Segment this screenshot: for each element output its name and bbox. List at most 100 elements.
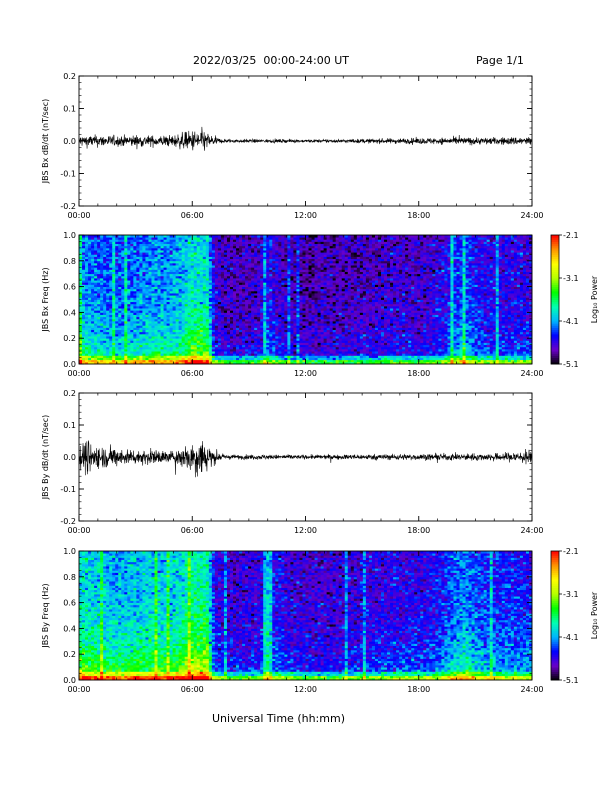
spectrogram-cell [181, 297, 186, 300]
spectrogram-cell [199, 280, 204, 283]
spectrogram-cell [91, 312, 95, 315]
spectrogram-cell [142, 243, 146, 247]
spectrogram-cell [160, 275, 164, 279]
spectrogram-cell [91, 348, 95, 352]
spectrogram-cell [103, 235, 107, 238]
spectrogram-cell [211, 342, 216, 346]
spectrogram-cell [193, 258, 198, 262]
spectrogram-cell [94, 262, 98, 266]
page-indicator: Page 1/1 [476, 54, 524, 67]
spectrogram-cell [148, 346, 152, 350]
spectrogram-cell [115, 280, 119, 283]
spectrogram-cell [118, 256, 122, 260]
spectrogram-cell [157, 256, 161, 260]
spectrogram-cell [181, 348, 186, 352]
spectrogram-cell [133, 299, 137, 303]
spectrogram-cell [130, 250, 134, 253]
spectrogram-cell [190, 310, 195, 313]
spectrogram-cell [115, 258, 119, 262]
spectrogram-cell [166, 269, 170, 272]
spectrogram-cell [85, 241, 89, 244]
spectrogram-cell [184, 241, 189, 244]
spectrogram-cell [178, 237, 183, 240]
spectrogram-cell [112, 340, 116, 343]
spectrogram-cell [205, 308, 210, 311]
spectrogram-cell [145, 321, 149, 324]
spectrogram-cell [202, 308, 207, 311]
spectrogram-cell [94, 265, 98, 268]
spectrogram-cell [115, 353, 119, 356]
spectrogram-cell [103, 303, 107, 307]
spectrogram-cell [121, 252, 125, 255]
spectrogram-cell [193, 351, 198, 354]
spectrogram-cell [121, 288, 125, 292]
spectrogram-cell [160, 351, 164, 354]
spectrogram-cell [124, 316, 128, 320]
spectrogram-cell [187, 353, 192, 356]
spectrogram-cell [187, 252, 192, 255]
spectrogram-cell [139, 271, 143, 275]
spectrogram-cell [115, 342, 119, 346]
spectrogram-cell [94, 348, 98, 352]
spectrogram-cell [130, 280, 134, 283]
spectrogram-cell [214, 329, 219, 333]
spectrogram-cell [109, 275, 113, 279]
spectrogram-cell [127, 275, 131, 279]
spectrogram-cell [136, 280, 140, 283]
spectrogram-cell [136, 237, 140, 240]
spectrogram-cell [181, 361, 186, 365]
spectrogram-cell [160, 359, 164, 363]
spectrogram-cell [211, 275, 216, 279]
spectrogram-cell [115, 355, 119, 358]
spectrogram-cell [193, 297, 198, 300]
spectrogram-cell [121, 348, 125, 352]
spectrogram-cell [181, 303, 186, 307]
spectrogram-cell [85, 273, 89, 277]
spectrogram-cell [175, 282, 180, 285]
spectrogram-cell [214, 301, 219, 305]
spectrogram-cell [112, 247, 116, 251]
spectrogram-cell [151, 286, 155, 290]
spectrogram-cell [151, 241, 155, 244]
spectrogram-cell [208, 247, 213, 251]
spectrogram-cell [88, 250, 92, 253]
spectrogram-cell [217, 280, 222, 283]
spectrogram-cell [139, 342, 143, 346]
spectrogram-cell [130, 346, 134, 350]
spectrogram-cell [151, 250, 155, 253]
spectrogram-cell [130, 290, 134, 294]
spectrogram-cell [151, 293, 155, 296]
spectrogram-cell [163, 293, 167, 296]
spectrogram-cell [118, 340, 122, 343]
spectrogram-cell [118, 346, 122, 350]
spectrogram-cell [88, 243, 92, 247]
spectrogram-cell [148, 325, 152, 328]
spectrogram-cell [118, 318, 122, 322]
spectrogram-cell [166, 297, 170, 300]
spectrogram-cell [151, 333, 155, 337]
spectrogram-cell [151, 310, 155, 313]
spectrogram-cell [157, 327, 161, 330]
spectrogram-cell [112, 327, 116, 330]
spectrogram-cell [163, 331, 167, 335]
spectrogram-cell [97, 357, 101, 361]
spectrogram-cell [193, 247, 198, 251]
spectrogram-cell [94, 278, 98, 281]
spectrogram-cell [109, 348, 113, 352]
spectrogram-cell [193, 321, 198, 324]
spectrogram-cell [121, 357, 125, 361]
spectrogram-cell [109, 256, 113, 260]
spectrogram-cell [100, 310, 104, 313]
spectrogram-cell [184, 323, 189, 326]
spectrogram-cell [148, 361, 152, 365]
spectrogram-cell [172, 245, 177, 249]
spectrogram-cell [163, 250, 167, 253]
spectrogram-cell [121, 359, 125, 363]
spectrogram-cell [88, 353, 92, 356]
spectrogram-cell [118, 308, 122, 311]
spectrogram-cell [199, 318, 204, 322]
spectrogram-cell [208, 357, 213, 361]
spectrogram-cell [172, 321, 177, 324]
spectrogram-cell [100, 273, 104, 277]
spectrogram-cell [196, 333, 201, 337]
